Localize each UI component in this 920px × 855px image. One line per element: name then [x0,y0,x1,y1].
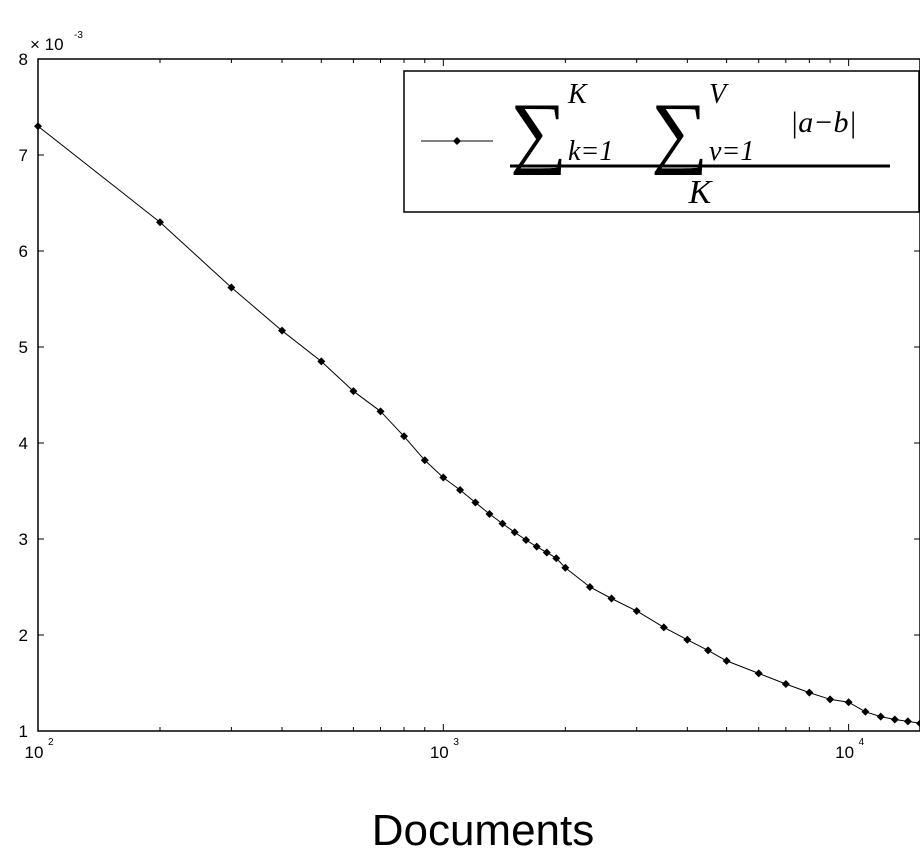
data-point-marker [156,218,165,227]
data-point-marker [542,548,551,557]
data-point-marker [456,486,465,495]
data-point-marker [532,542,541,551]
legend-sum2-symbol: ∑ [651,88,708,176]
data-point-marker [754,669,763,678]
y-multiplier: × 10 -3 [30,30,83,54]
x-axis: 10 2 10 3 10 4 [25,59,865,762]
y-tick-label: 7 [19,146,28,165]
legend-term: |a−b| [790,106,857,139]
x-tick-base: 10 [430,743,449,762]
data-point-marker [420,456,429,465]
data-point-marker [704,646,713,655]
data-point-marker [561,563,570,572]
data-point-marker [916,719,920,728]
data-point-marker [826,695,835,704]
legend-sum1-lower: k=1 [568,136,613,167]
data-point-marker [903,717,912,726]
y-tick-label: 4 [19,434,28,453]
y-axis: 1 2 3 4 5 6 7 8 [19,50,920,741]
data-point-marker [607,594,616,603]
legend-sum1-upper: K [567,79,588,110]
x-tick-label: 10 2 [25,737,54,762]
data-point-marker [498,519,507,528]
data-point-marker [278,326,287,335]
data-point-marker [510,528,519,537]
x-tick-exponent: 4 [859,737,865,748]
x-tick-base: 10 [835,743,854,762]
x-tick-base: 10 [25,743,44,762]
data-point-marker [781,679,790,688]
data-point-marker [317,357,326,366]
legend-denominator: K [688,174,714,211]
x-tick-label: 10 3 [430,737,459,762]
data-point-marker [844,698,853,707]
data-point-marker [683,635,692,644]
data-point-marker [722,656,731,665]
data-point-marker [400,432,409,441]
data-point-marker [632,607,641,615]
y-multiplier-label: × 10 [30,35,64,54]
data-point-marker [890,715,899,724]
y-tick-label: 6 [19,242,28,261]
data-point-marker [485,510,494,519]
data-point-marker [805,688,814,697]
legend-marker [453,137,461,145]
y-tick-label: 1 [19,722,28,741]
legend-sum2-lower: v=1 [709,136,754,167]
legend-sum1-symbol: ∑ [510,88,567,176]
data-point-marker [585,583,594,591]
data-point-marker [659,623,668,632]
y-tick-label: 3 [19,530,28,549]
data-point-marker [522,535,531,544]
x-tick-exponent: 2 [48,737,54,748]
data-point-marker [876,712,885,721]
data-point-marker [552,554,561,563]
data-point-marker [471,498,480,507]
data-point-marker [34,122,42,131]
data-point-marker [227,283,236,292]
legend: ∑ K k=1 ∑ V v=1 |a−b| K [403,70,920,213]
x-axis-label: Documents [372,806,595,855]
y-tick-label: 5 [19,338,28,357]
legend-sum2-upper: V [709,79,729,110]
y-tick-label: 8 [19,50,28,69]
y-multiplier-exponent: -3 [74,30,83,41]
data-point-marker [439,473,448,482]
series-markers [34,122,920,728]
data-point-marker [861,707,870,716]
data-point-marker [376,407,385,416]
x-tick-label: 10 4 [835,737,864,762]
data-point-marker [349,387,358,396]
x-tick-exponent: 3 [453,737,459,748]
y-tick-label: 2 [19,626,28,645]
